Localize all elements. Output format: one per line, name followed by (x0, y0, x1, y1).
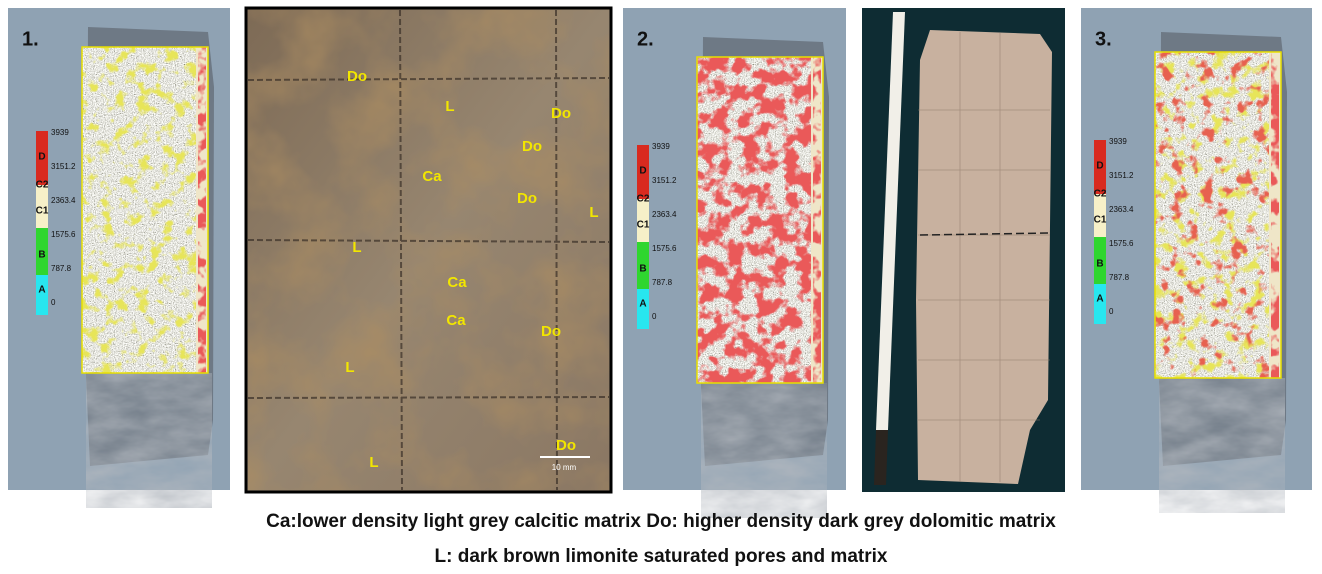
legend-class: C2 (637, 194, 650, 205)
legend-value: 3939 (51, 128, 69, 137)
legend-value: 3151.2 (51, 162, 76, 171)
density-overlay (82, 47, 208, 373)
legend-class: D (38, 152, 45, 163)
legend-class: A (639, 299, 646, 310)
legend-value: 2363.4 (652, 210, 677, 219)
scan-panel: 2. D C2 C1 B A 3939 3151.2 2363.4 1575.6 787.8 0 (623, 8, 846, 518)
legend-value: 3939 (652, 142, 670, 151)
core-rock (916, 30, 1052, 484)
ruler-handle (874, 430, 888, 485)
panel-label: 1. (22, 28, 39, 50)
legend-value: 787.8 (652, 278, 673, 287)
legend-class: A (38, 285, 45, 296)
legend-value: 0 (652, 312, 657, 321)
annotation: Do (517, 190, 537, 207)
legend-class: C1 (1094, 215, 1107, 226)
annotation: Do (347, 68, 367, 85)
core-texture (86, 373, 212, 508)
panel-label: 2. (637, 28, 654, 50)
core-texture (1159, 378, 1285, 513)
legend-value: 3939 (1109, 137, 1127, 146)
annotation: Ca (447, 274, 467, 291)
legend-value: 0 (1109, 307, 1114, 316)
legend-value: 787.8 (51, 264, 72, 273)
figure: 1. D C2 C1 B A 3939 3151.2 2363.4 1575.6 787.8 0 2. D… (0, 0, 1322, 574)
panel-label: 3. (1095, 28, 1112, 50)
legend-class: D (1096, 161, 1103, 172)
legend-value: 2363.4 (51, 196, 76, 205)
annotation: L (589, 204, 598, 221)
legend-value: 1575.6 (1109, 239, 1134, 248)
thin-section-photo: 10 mm Do L Do Do Ca Do L L Ca Ca Do L Do L (246, 8, 611, 492)
edge-strip-red (813, 57, 821, 383)
annotation: Do (556, 437, 576, 454)
legend-class: C2 (1094, 189, 1107, 200)
caption-line: L: dark brown limonite saturated pores a… (435, 546, 888, 567)
annotation: Ca (422, 168, 442, 185)
legend-value: 2363.4 (1109, 205, 1134, 214)
legend-value: 1575.6 (51, 230, 76, 239)
legend-class: C2 (36, 180, 49, 191)
core-texture (701, 383, 827, 518)
legend-value: 3151.2 (1109, 171, 1134, 180)
legend-value: 787.8 (1109, 273, 1130, 282)
annotation: Do (551, 105, 571, 122)
scale-bar-label: 10 mm (552, 463, 577, 472)
legend-class: B (38, 250, 45, 261)
legend-class: A (1096, 294, 1103, 305)
legend-class: C1 (36, 206, 49, 217)
edge-strip-red (198, 47, 206, 373)
legend-value: 1575.6 (652, 244, 677, 253)
core-photo (862, 8, 1065, 492)
edge-strip-red (1271, 52, 1279, 378)
density-overlay (697, 57, 823, 383)
density-overlay (1155, 52, 1281, 378)
scan-panels: 1. D C2 C1 B A 3939 3151.2 2363.4 1575.6 787.8 0 2. D… (8, 8, 1312, 518)
annotation: L (345, 359, 354, 376)
scan-panel: 1. D C2 C1 B A 3939 3151.2 2363.4 1575.6 787.8 0 (8, 8, 230, 508)
legend-class: B (639, 264, 646, 275)
legend-class: C1 (637, 220, 650, 231)
legend-value: 0 (51, 298, 56, 307)
photo-texture (248, 10, 609, 490)
annotation: L (445, 98, 454, 115)
legend-class: D (639, 166, 646, 177)
annotation: Ca (446, 312, 466, 329)
annotation: Do (522, 138, 542, 155)
annotation: Do (541, 323, 561, 340)
caption-line: Ca:lower density light grey calcitic mat… (266, 511, 1056, 532)
annotation: L (352, 239, 361, 256)
scan-panel: 3. D C2 C1 B A 3939 3151.2 2363.4 1575.6 787.8 0 (1081, 8, 1312, 513)
annotation: L (369, 454, 378, 471)
legend-value: 3151.2 (652, 176, 677, 185)
legend-class: B (1096, 259, 1103, 270)
